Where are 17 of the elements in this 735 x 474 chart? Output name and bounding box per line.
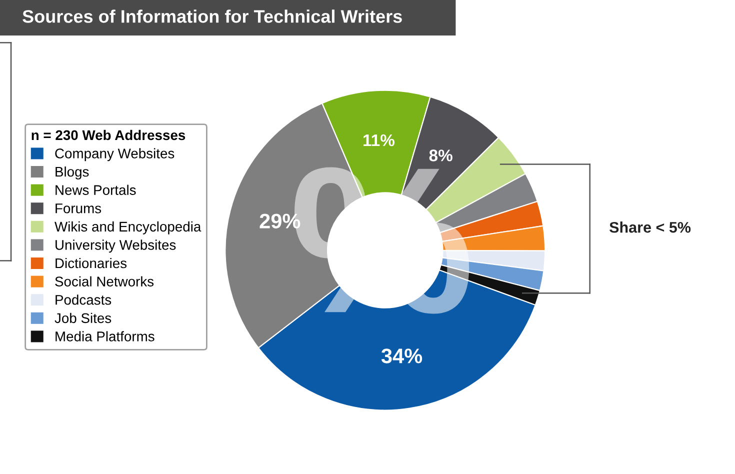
- legend-label: University Websites: [56, 240, 176, 253]
- legend-label: Social Networks: [55, 276, 154, 286]
- data-label: 11%: [364, 134, 394, 146]
- legend-label: Job Sites: [54, 312, 112, 324]
- legend-label: Dictionaries: [56, 258, 127, 268]
- data-label: 34%: [381, 348, 422, 364]
- data-label: 8%: [429, 150, 452, 162]
- text: Share < 5%: [609, 222, 691, 233]
- chart-title: Sources of Information for Technical Writers: [22, 10, 402, 23]
- legend-label: Podcasts: [56, 294, 112, 305]
- legend-label: Blogs: [56, 166, 89, 180]
- legend-label: Media Platforms: [56, 331, 154, 342]
- legend-label: Company Websites: [55, 148, 174, 162]
- legend-label: Forums: [56, 204, 102, 214]
- legend-label: Wikis and Encyclopedia: [54, 221, 202, 234]
- legend-label: News Portals: [56, 184, 136, 195]
- legend-title: n = 230 Web Addresses: [32, 130, 186, 140]
